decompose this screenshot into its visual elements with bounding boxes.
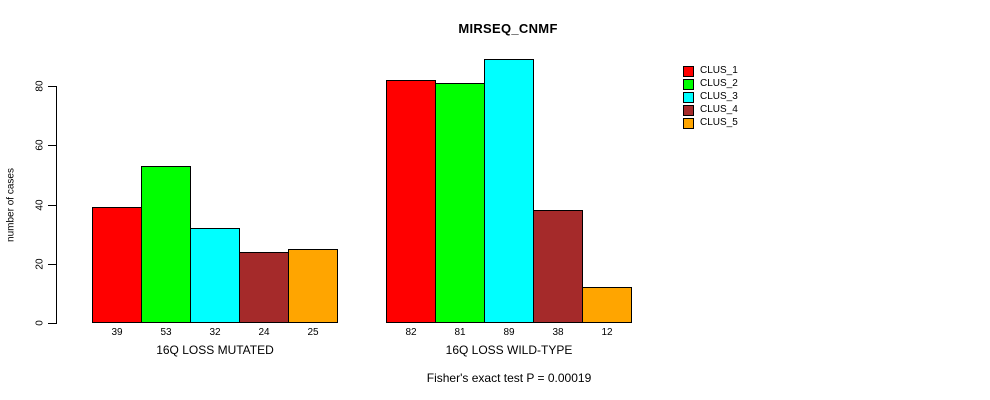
bar-clus_1-group2 (386, 80, 436, 323)
annotation-fisher-test: Fisher's exact test P = 0.00019 (426, 371, 592, 385)
y-axis-line (56, 86, 57, 324)
bar-value-label: 25 (307, 327, 319, 338)
legend-label-clus_5: CLUS_5 (700, 117, 738, 128)
y-tick-label: 80 (34, 80, 46, 92)
legend-swatch-clus_5 (683, 118, 694, 129)
bar-clus_5-group1 (288, 249, 338, 323)
bar-value-label: 24 (258, 327, 270, 338)
legend-label-clus_1: CLUS_1 (700, 65, 738, 76)
bar-value-label: 82 (405, 327, 417, 338)
legend-swatch-clus_2 (683, 79, 694, 90)
legend-label-clus_4: CLUS_4 (700, 104, 738, 115)
legend-label-clus_2: CLUS_2 (700, 78, 738, 89)
bar-clus_2-group1 (141, 166, 191, 323)
bar-value-label: 81 (454, 327, 466, 338)
bar-value-label: 89 (503, 327, 515, 338)
bar-clus_5-group2 (582, 287, 632, 323)
chart-title: MIRSEQ_CNMF (458, 21, 558, 36)
bar-value-label: 32 (209, 327, 221, 338)
bar-value-label: 12 (601, 327, 613, 338)
y-tick (48, 263, 56, 265)
y-tick-label: 0 (34, 320, 46, 326)
y-tick-label: 20 (34, 258, 46, 270)
y-axis-label: number of cases (5, 168, 17, 242)
legend-swatch-clus_4 (683, 105, 694, 116)
bar-clus_3-group1 (190, 228, 240, 323)
bar-clus_4-group2 (533, 210, 583, 323)
bar-clus_2-group2 (435, 83, 485, 323)
legend-swatch-clus_1 (683, 66, 694, 77)
bar-clus_4-group1 (239, 252, 289, 323)
bar-value-label: 38 (552, 327, 564, 338)
y-tick-label: 40 (34, 198, 46, 211)
y-tick-label: 60 (34, 139, 46, 151)
legend-label-clus_3: CLUS_3 (700, 91, 738, 102)
bar-clus_3-group2 (484, 59, 534, 323)
group-axis-label: 16Q LOSS MUTATED (156, 343, 274, 357)
y-tick (48, 86, 56, 87)
y-tick (48, 145, 56, 147)
legend-swatch-clus_3 (683, 92, 694, 103)
y-tick (48, 204, 56, 206)
bar-clus_1-group1 (92, 207, 142, 323)
y-tick (48, 323, 56, 324)
bar-value-label: 53 (160, 327, 172, 338)
group-axis-label: 16Q LOSS WILD-TYPE (445, 343, 573, 357)
bar-value-label: 39 (111, 327, 123, 338)
